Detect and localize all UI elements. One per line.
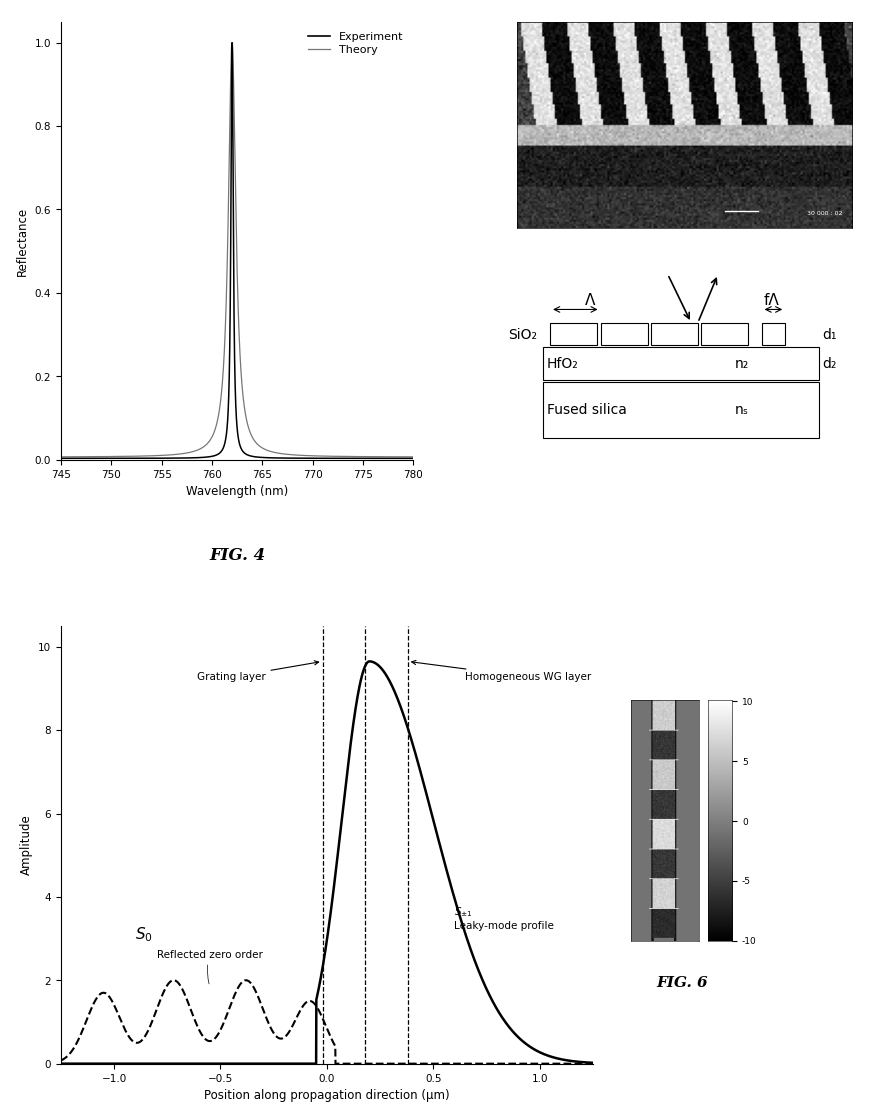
Text: SiO₂: SiO₂ bbox=[507, 328, 536, 342]
Text: d₂: d₂ bbox=[821, 357, 836, 371]
Text: Fused silica: Fused silica bbox=[547, 403, 627, 417]
Text: FIG. 4: FIG. 4 bbox=[209, 547, 265, 564]
Text: 30 000 : 02: 30 000 : 02 bbox=[806, 211, 841, 215]
Bar bbox=[600, 322, 647, 345]
Bar bbox=[543, 347, 818, 380]
Bar bbox=[761, 322, 785, 345]
Text: $S_{\pm 1}$
Leaky-mode profile: $S_{\pm 1}$ Leaky-mode profile bbox=[454, 905, 554, 931]
Bar bbox=[543, 382, 818, 438]
Text: HfO₂: HfO₂ bbox=[547, 357, 578, 371]
Text: d₁: d₁ bbox=[821, 328, 836, 342]
Bar bbox=[550, 322, 597, 345]
Text: FIG. 6: FIG. 6 bbox=[655, 976, 707, 991]
Text: fΛ: fΛ bbox=[763, 294, 779, 308]
X-axis label: Position along propagation direction (μm): Position along propagation direction (μm… bbox=[204, 1089, 449, 1102]
Text: Homogeneous WG layer: Homogeneous WG layer bbox=[411, 660, 591, 683]
Text: $S_0$: $S_0$ bbox=[136, 925, 153, 943]
Text: n₂: n₂ bbox=[734, 357, 748, 371]
Bar bbox=[650, 322, 697, 345]
Legend: Experiment, Theory: Experiment, Theory bbox=[303, 28, 408, 60]
X-axis label: Wavelength (nm): Wavelength (nm) bbox=[186, 485, 288, 497]
Text: Grating layer: Grating layer bbox=[196, 660, 318, 683]
Bar bbox=[700, 322, 747, 345]
Y-axis label: Amplitude: Amplitude bbox=[19, 814, 32, 875]
Y-axis label: Reflectance: Reflectance bbox=[17, 206, 29, 276]
Text: Reflected zero order: Reflected zero order bbox=[156, 950, 262, 984]
Text: Λ: Λ bbox=[585, 294, 595, 308]
Text: nₛ: nₛ bbox=[734, 403, 748, 417]
